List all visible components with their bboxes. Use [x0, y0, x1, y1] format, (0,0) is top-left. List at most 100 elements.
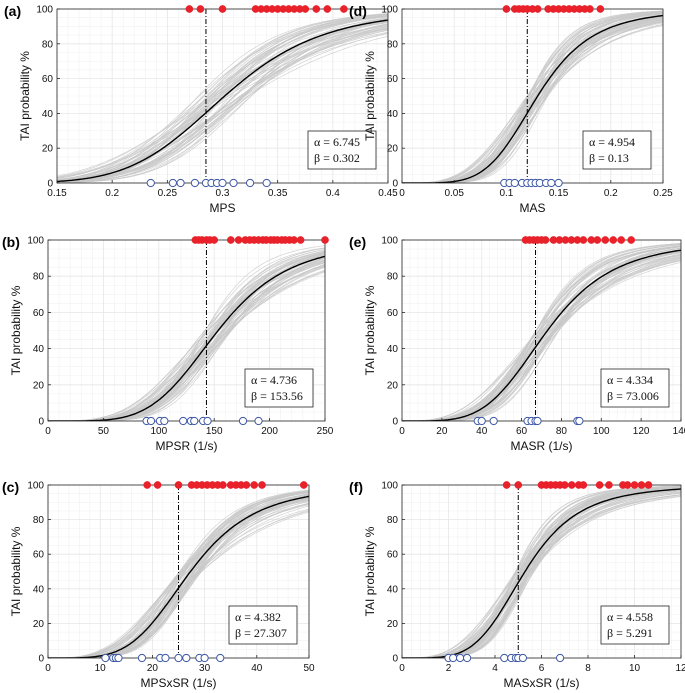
negative-point [262, 178, 271, 188]
parameter-box [600, 368, 670, 408]
x-tick-label: 0.2 [105, 188, 119, 199]
positive-point [601, 236, 610, 244]
positive-point [323, 5, 332, 13]
bootstrap-curve [57, 16, 388, 183]
x-tick-label: 60 [516, 426, 528, 437]
negative-point [554, 178, 563, 188]
y-tick-label: 20 [33, 619, 45, 630]
y-tick-label: 60 [33, 550, 45, 561]
positive-point [593, 236, 602, 244]
positive-point [299, 481, 308, 489]
x-axis-label: MPS [209, 201, 235, 215]
bootstrap-curve [402, 21, 663, 183]
positive-point [595, 481, 604, 489]
positive-point [153, 481, 162, 489]
y-tick-label: 40 [387, 344, 399, 355]
negative-point [190, 178, 200, 188]
alpha-label: α = 6.745 [314, 135, 360, 149]
positive-point [321, 236, 329, 244]
fitted-curve [402, 14, 663, 183]
negative-point [238, 416, 248, 426]
negative-point [146, 178, 155, 188]
alpha-label: α = 4.736 [251, 373, 297, 387]
negative-point [203, 416, 212, 426]
bootstrap-curve [402, 253, 681, 421]
negative-point [533, 416, 542, 426]
y-tick-label: 100 [27, 481, 44, 492]
negative-point [556, 653, 565, 663]
y-tick-label: 20 [387, 380, 399, 391]
x-tick-label: 150 [206, 426, 223, 437]
x-tick-label: 40 [251, 663, 263, 674]
positive-point [586, 5, 594, 13]
positive-point [250, 481, 259, 489]
x-tick-label: 140 [673, 426, 685, 437]
positive-point [502, 5, 511, 13]
y-tick-label: 20 [387, 144, 399, 155]
y-tick-label: 100 [27, 236, 44, 247]
y-tick-label: 0 [47, 179, 53, 190]
panel-label: (c) [2, 479, 19, 495]
x-axis-label: MASxSR (1/s) [503, 676, 579, 690]
x-tick-label: 12 [675, 663, 685, 674]
negative-point [137, 653, 147, 663]
parameter-box [582, 130, 652, 170]
positive-point [312, 5, 321, 13]
y-tick-label: 60 [387, 74, 399, 85]
y-tick-label: 100 [381, 236, 398, 247]
negative-point [101, 653, 110, 663]
x-axis-label: MPSxSR (1/s) [140, 676, 216, 690]
negative-point [168, 178, 177, 188]
panel-label: (d) [349, 3, 367, 19]
negative-point [449, 653, 458, 663]
x-tick-label: 0 [399, 663, 405, 674]
bootstrap-curve [48, 499, 309, 658]
negative-point [500, 653, 509, 663]
fitted-curve [57, 19, 388, 183]
parameter-box [307, 130, 377, 170]
y-axis-label: TAI probability % [363, 51, 377, 141]
y-axis-label: TAI probability % [363, 285, 377, 375]
negative-point [161, 653, 170, 663]
bootstrap-curve [57, 29, 388, 181]
negative-point [547, 178, 556, 188]
bootstrap-curve [402, 258, 681, 421]
x-tick-label: 20 [147, 663, 159, 674]
y-tick-label: 100 [36, 5, 53, 16]
x-tick-label: 0 [399, 188, 405, 199]
negative-point [510, 178, 519, 188]
bootstrap-curve [57, 20, 388, 183]
x-tick-label: 80 [556, 426, 568, 437]
positive-point [219, 481, 227, 489]
fitted-curve [402, 249, 681, 421]
y-tick-label: 100 [381, 481, 398, 492]
x-tick-label: 0.25 [653, 188, 673, 199]
positive-point [174, 481, 183, 489]
positive-point [296, 236, 305, 244]
positive-point [637, 481, 646, 489]
negative-point [477, 416, 486, 426]
positive-point [143, 481, 152, 489]
positive-point [290, 236, 298, 244]
negative-point [179, 416, 188, 426]
positive-point [210, 236, 219, 244]
x-tick-label: 0.3 [216, 188, 230, 199]
negative-point [160, 416, 169, 426]
x-tick-label: 0.25 [158, 188, 178, 199]
panel-e: 0 20 40 60 80 100 120 140 0 20 40 60 80 100 α = 4.334 β… [349, 234, 685, 453]
negative-point [114, 653, 123, 663]
x-tick-label: 40 [476, 426, 488, 437]
x-axis-label: MPSR (1/s) [155, 439, 217, 453]
parameter-box [228, 605, 298, 645]
bootstrap-curve [57, 21, 388, 183]
parameter-box [600, 605, 670, 645]
bootstrap-curve [57, 25, 388, 178]
x-tick-label: 0.05 [444, 188, 464, 199]
positive-point [301, 5, 310, 13]
x-axis-label: MASR (1/s) [510, 439, 572, 453]
y-axis-label: TAI probability % [9, 285, 23, 375]
x-tick-label: 0 [399, 426, 405, 437]
y-tick-label: 80 [387, 515, 399, 526]
positive-point [185, 5, 194, 13]
